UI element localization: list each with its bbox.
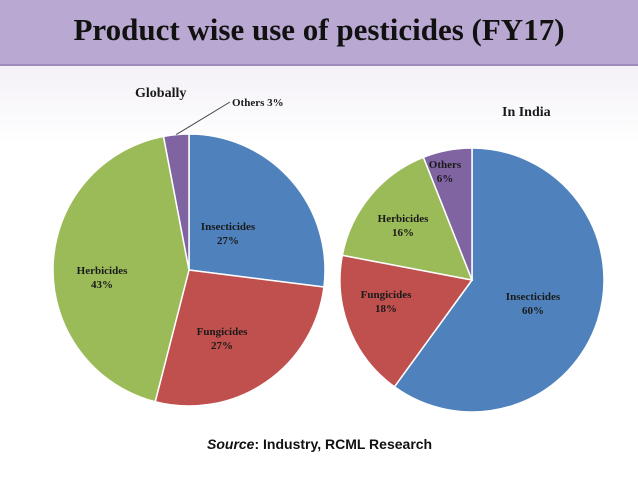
- pie-slice-insecticides: [188, 133, 326, 288]
- slice-label-herbicides: Herbicides 43%: [77, 265, 128, 291]
- pie-slice-fungicides: [154, 269, 325, 407]
- pie-slice-herbicides: [341, 156, 474, 281]
- pie-title-india: In India: [502, 105, 551, 120]
- slice-labels: Insecticides 27% Fungicides 27% Herbicides 43…: [77, 97, 561, 352]
- source-line: Source: Industry, RCML Research: [207, 436, 432, 452]
- pie-slice-others: [422, 147, 473, 281]
- slice-label-fungicides: Fungicides 18%: [361, 289, 412, 315]
- pie-slice-insecticides: [393, 147, 605, 413]
- slide-title: Product wise use of pesticides (FY17): [73, 12, 565, 47]
- slice-label-others: Others 3%: [232, 97, 284, 109]
- source-prefix: Source: [207, 436, 255, 452]
- slice-label-others: Others 6%: [429, 159, 462, 185]
- slice-label-insecticides: Insecticides 27%: [201, 221, 256, 247]
- leader-line-others: [175, 101, 231, 136]
- slice-label-insecticides: Insecticides 60%: [506, 291, 561, 317]
- slice-label-herbicides: Herbicides 16%: [378, 213, 429, 239]
- pie-globally: [52, 133, 326, 407]
- pie-title-globally: Globally: [135, 86, 186, 101]
- pie-india: [339, 147, 605, 413]
- pie-slice-fungicides: [339, 254, 474, 388]
- title-bar: Product wise use of pesticides (FY17): [0, 0, 638, 66]
- source-text: : Industry, RCML Research: [254, 436, 433, 452]
- slice-label-fungicides: Fungicides 27%: [197, 326, 248, 352]
- pie-slice-herbicides: [52, 135, 190, 403]
